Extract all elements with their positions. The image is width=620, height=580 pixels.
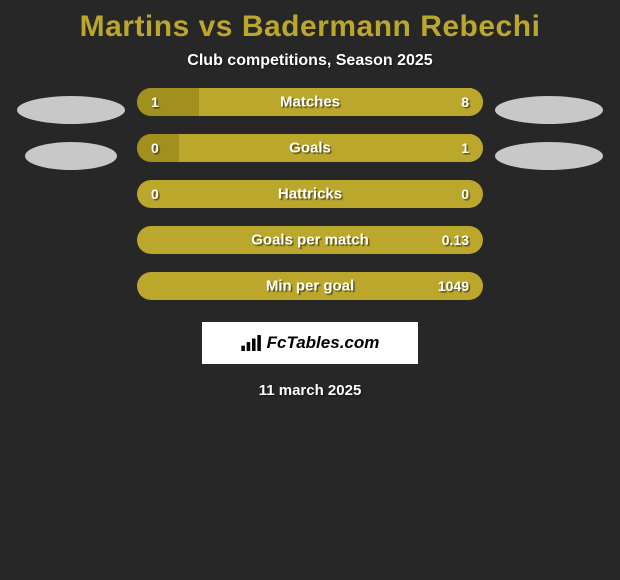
stat-value-right: 1049 <box>438 278 469 294</box>
avatar-placeholder <box>495 142 603 170</box>
player-right-avatars <box>495 88 603 170</box>
stat-value-left: 0 <box>151 140 159 156</box>
stat-bar: Goals per match 0.13 <box>137 226 483 254</box>
stat-label: Matches <box>280 94 340 111</box>
stat-label: Goals <box>289 140 331 157</box>
stat-bar: 0 Goals 1 <box>137 134 483 162</box>
stats-column: 1 Matches 8 0 Goals 1 0 Hattricks 0 Goals per mat… <box>137 88 483 300</box>
stat-bar: 1 Matches 8 <box>137 88 483 116</box>
stat-bar: Min per goal 1049 <box>137 272 483 300</box>
stat-value-right: 1 <box>461 140 469 156</box>
stat-fill-right <box>199 88 483 116</box>
avatar-placeholder <box>25 142 117 170</box>
stat-value-right: 8 <box>461 94 469 110</box>
stat-fill-left <box>137 88 199 116</box>
stat-label: Min per goal <box>266 278 354 295</box>
avatar-placeholder <box>17 96 125 124</box>
stat-value-right: 0.13 <box>442 232 469 248</box>
footer-brand-badge[interactable]: FcTables.com <box>202 322 418 364</box>
stat-bar: 0 Hattricks 0 <box>137 180 483 208</box>
stat-value-right: 0 <box>461 186 469 202</box>
player-left-avatars <box>17 88 125 170</box>
comparison-section: 1 Matches 8 0 Goals 1 0 Hattricks 0 Goals per mat… <box>0 88 620 300</box>
date-text: 11 march 2025 <box>0 364 620 399</box>
stat-value-left: 1 <box>151 94 159 110</box>
comparison-container: Martins vs Badermann Rebechi Club compet… <box>0 0 620 399</box>
page-subtitle: Club competitions, Season 2025 <box>0 52 620 88</box>
stat-label: Hattricks <box>278 186 342 203</box>
stat-label: Goals per match <box>251 232 369 249</box>
avatar-placeholder <box>495 96 603 124</box>
chart-icon <box>241 335 263 351</box>
stat-value-left: 0 <box>151 186 159 202</box>
footer-brand-text: FcTables.com <box>267 333 380 353</box>
page-title: Martins vs Badermann Rebechi <box>0 0 620 52</box>
